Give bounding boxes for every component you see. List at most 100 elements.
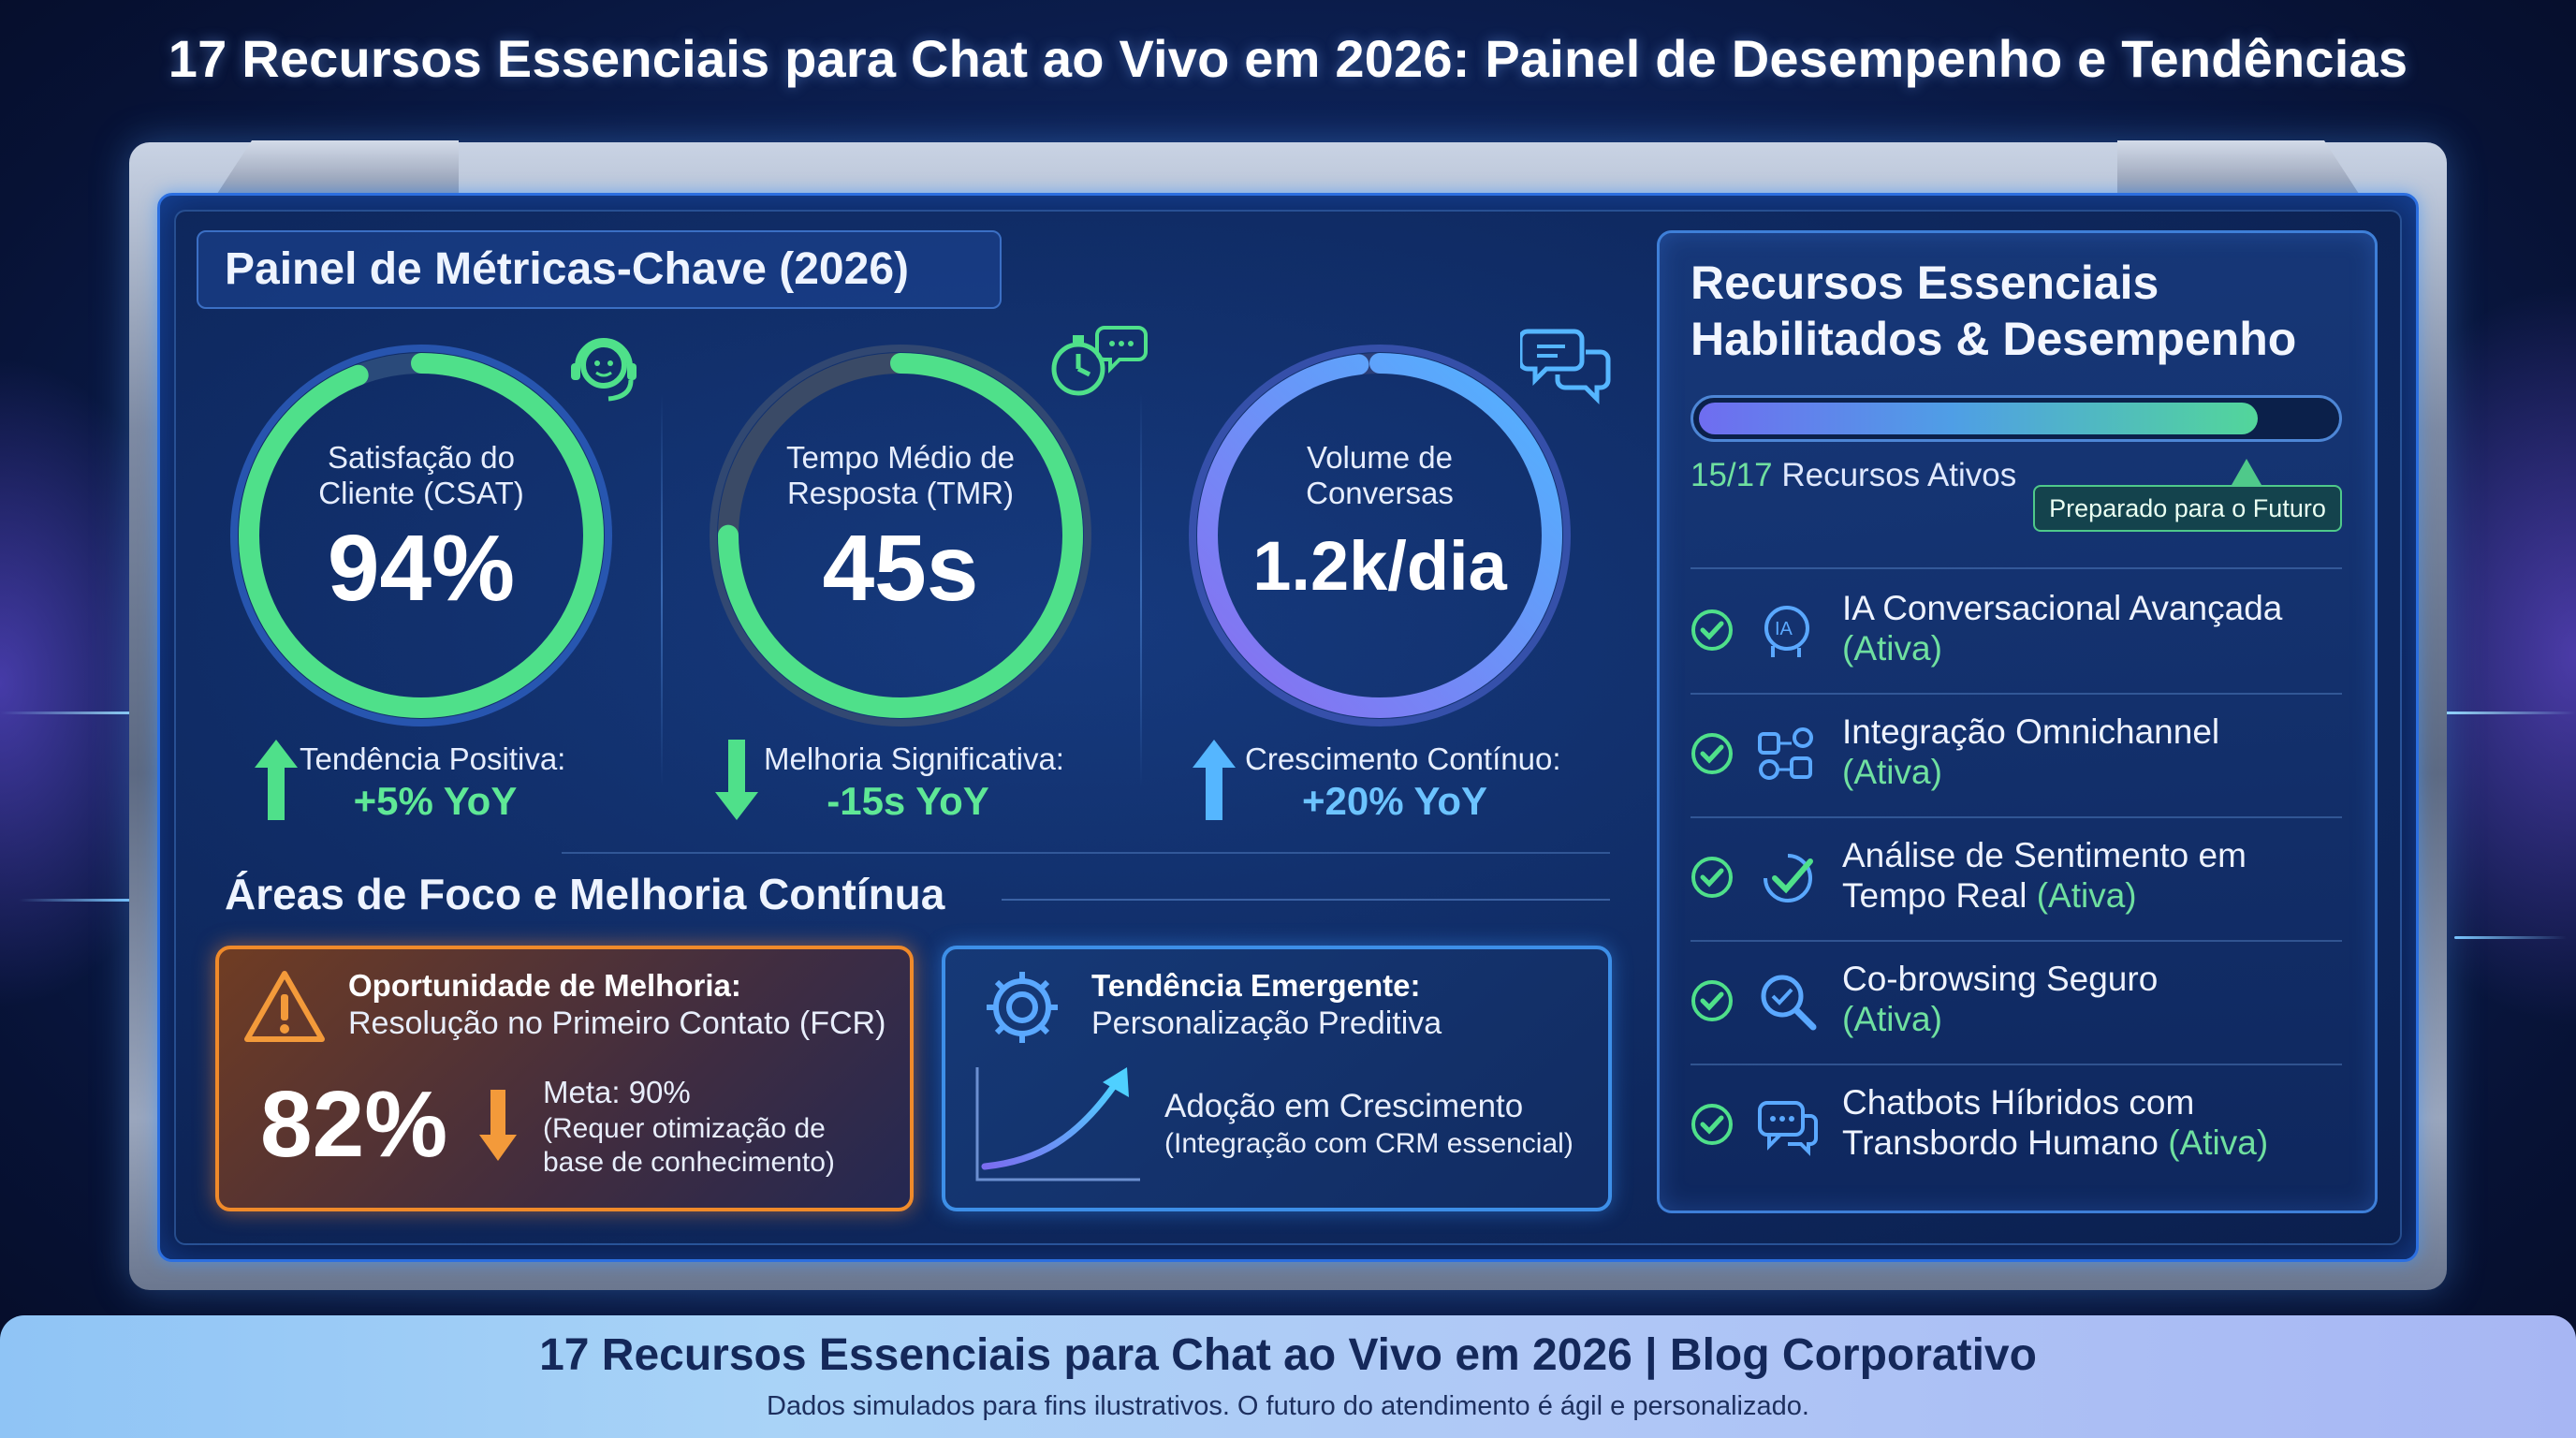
divider (1690, 567, 2342, 569)
gauge-label: Volume de (1307, 440, 1453, 475)
trend-card-subtitle: Personalização Preditiva (1091, 1005, 1442, 1041)
feature-status: (Ativa) (1842, 753, 1942, 791)
stopwatch-chat-icon (1051, 326, 1148, 396)
arrow-up-icon (1193, 740, 1236, 820)
chatbot-icon (1758, 1101, 1818, 1156)
gauge-divider (661, 393, 663, 786)
gauge-label: Satisfação do (328, 440, 515, 475)
feature-name-cont: Transbordo Humano (Ativa) (1842, 1123, 2366, 1163)
page-title: 17 Recursos Essenciais para Chat ao Vivo… (168, 29, 2408, 88)
feature-name: Chatbots Híbridos com (1842, 1083, 2195, 1122)
check-circle-icon (1691, 733, 1733, 774)
progress-fill (1699, 403, 2258, 434)
divider (1690, 693, 2342, 695)
light-streak (19, 899, 131, 902)
check-circle-icon (1691, 857, 1733, 898)
trend-label: Tendência Positiva: (300, 741, 566, 776)
sentiment-check-icon (1764, 854, 1813, 902)
gauge-label: Cliente (CSAT) (318, 476, 524, 510)
opportunity-title: Oportunidade de Melhoria: (348, 968, 741, 1003)
gauge-value: 45s (822, 516, 979, 621)
emerging-trend-card (942, 946, 1612, 1211)
feature-status: (Ativa) (1842, 1000, 1942, 1038)
arrow-down-icon (715, 740, 758, 820)
active-count: 15/17 Recursos Ativos (1690, 457, 2016, 494)
gauge-value: 94% (327, 516, 516, 621)
gauge-arc (718, 353, 1083, 718)
volume-gauge: Volume de Conversas 1.2k/dia (1183, 339, 1576, 732)
divider (1690, 816, 2342, 818)
footer-bar (0, 1315, 2576, 1438)
features-panel-title: Recursos Essenciais Habilitados & Desemp… (1690, 255, 2346, 367)
feature-item: Co-browsing Seguro (Ativa) (1842, 959, 2366, 1039)
magnifier-icon (1761, 975, 1817, 1031)
check-circle-icon (1691, 1104, 1733, 1145)
feature-status: (Ativa) (2036, 876, 2137, 915)
feature-status: (Ativa) (1842, 629, 1942, 668)
trend-card-line1: Adoção em Crescimento (1164, 1088, 1524, 1124)
focus-section-title: Áreas de Foco e Melhoria Contínua (225, 870, 945, 918)
features-progress-bar (1690, 395, 2342, 442)
headset-face-icon (571, 338, 637, 402)
gauge-divider (1140, 393, 1142, 786)
fcr-note: (Requer otimização de (543, 1113, 826, 1144)
feature-name: IA Conversacional Avançada (1842, 589, 2283, 627)
chat-bubbles-icon (1520, 329, 1611, 405)
fcr-value: 82% (260, 1072, 448, 1177)
ai-head-icon: IA (1764, 606, 1809, 657)
divider (1690, 940, 2342, 942)
frame-tab-right (2117, 140, 2361, 197)
growth-curve-icon (975, 1067, 1140, 1181)
light-streak (2445, 712, 2576, 714)
svg-text:IA: IA (1775, 619, 1793, 639)
feature-name-cont: (Ativa) (1842, 628, 2366, 668)
active-count-label: Recursos Ativos (1781, 457, 2017, 493)
fcr-goal: Meta: 90% (543, 1075, 691, 1109)
gear-icon (987, 972, 1058, 1043)
trend-value: +5% YoY (353, 779, 518, 823)
features-title-line: Recursos Essenciais (1690, 257, 2159, 309)
feature-name: Integração Omnichannel (1842, 712, 2220, 751)
tmr-gauge: Tempo Médio de Resposta (TMR) 45s (704, 339, 1097, 732)
feature-name: Tempo Real (1842, 876, 2027, 915)
feature-item: Chatbots Híbridos com Transbordo Humano (… (1842, 1082, 2366, 1163)
feature-name-cont: (Ativa) (1842, 999, 2366, 1039)
frame-tab-left (215, 140, 459, 197)
gauge-arc (239, 353, 604, 718)
gauge-label: Resposta (TMR) (786, 476, 1015, 510)
omnichannel-icon (1758, 727, 1813, 780)
trend-card-line2: (Integração com CRM essencial) (1164, 1128, 1573, 1159)
feature-item: Integração Omnichannel (Ativa) (1842, 712, 2366, 792)
arrow-up-icon (255, 740, 298, 820)
feature-name: Transbordo Humano (1842, 1123, 2159, 1162)
check-circle-icon (1691, 609, 1733, 651)
gauge-label: Tempo Médio de (786, 440, 1015, 475)
feature-item: Análise de Sentimento em Tempo Real (Ativ… (1842, 835, 2366, 916)
light-streak (2454, 936, 2567, 939)
feature-name-cont: (Ativa) (1842, 752, 2366, 792)
features-panel (1657, 230, 2378, 1213)
trend-card-title: Tendência Emergente: (1091, 968, 1421, 1003)
trend-value: +20% YoY (1301, 779, 1488, 823)
footer-title: 17 Recursos Essenciais para Chat ao Vivo… (539, 1330, 2037, 1380)
opportunity-subtitle: Resolução no Primeiro Contato (FCR) (348, 1005, 886, 1041)
light-streak (0, 712, 140, 714)
arrow-down-icon (479, 1090, 517, 1161)
warning-triangle-icon (244, 971, 325, 1042)
csat-gauge: Satisfação do Cliente (CSAT) 94% (225, 339, 618, 732)
badge-pointer (2232, 459, 2261, 485)
fcr-note: base de conhecimento) (543, 1147, 835, 1178)
divider (562, 852, 1610, 854)
check-circle-icon (1691, 980, 1733, 1021)
active-count-number: 15/17 (1690, 457, 1773, 493)
gauge-value: 1.2k/dia (1252, 527, 1507, 605)
metrics-panel-heading: Painel de Métricas-Chave (2026) (197, 230, 1002, 309)
features-title-line: Habilitados & Desempenho (1690, 313, 2297, 365)
feature-name: Co-browsing Seguro (1842, 960, 2159, 998)
gauge-label: Conversas (1306, 476, 1454, 510)
feature-item: IA Conversacional Avançada (Ativa) (1842, 588, 2366, 668)
opportunity-card (215, 946, 914, 1211)
trend-label: Melhoria Significativa: (764, 741, 1064, 776)
trend-label: Crescimento Contínuo: (1245, 741, 1561, 776)
footer-subtitle: Dados simulados para fins ilustrativos. … (767, 1391, 1809, 1421)
